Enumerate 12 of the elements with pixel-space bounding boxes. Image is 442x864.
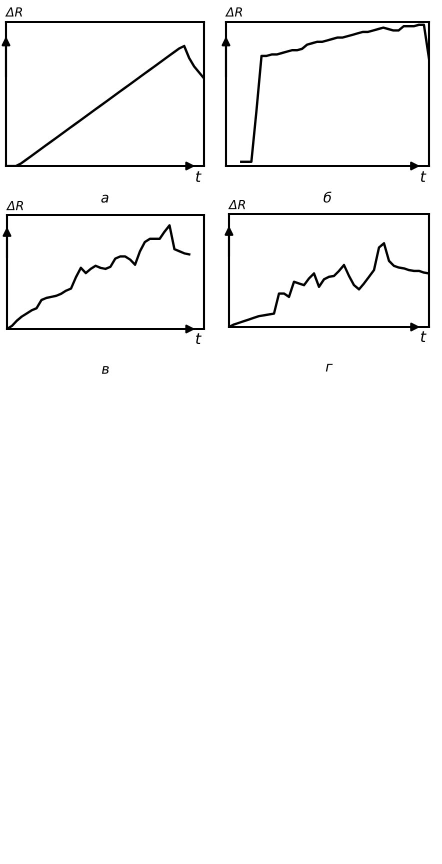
x-axis-title: t xyxy=(420,171,426,182)
x-axis-title: t xyxy=(196,333,202,344)
x-axis-title: t xyxy=(420,331,426,342)
y-axis-title: ΔR xyxy=(6,201,24,210)
y-axis-title: ΔR xyxy=(228,200,246,210)
text: в xyxy=(102,366,109,374)
y-axis-title: ΔR xyxy=(5,7,22,17)
y-axis-title: ΔR xyxy=(225,7,242,17)
text: б xyxy=(324,192,332,203)
x-axis-title: t xyxy=(196,171,202,182)
text: а xyxy=(101,194,108,203)
text: г xyxy=(326,364,333,372)
